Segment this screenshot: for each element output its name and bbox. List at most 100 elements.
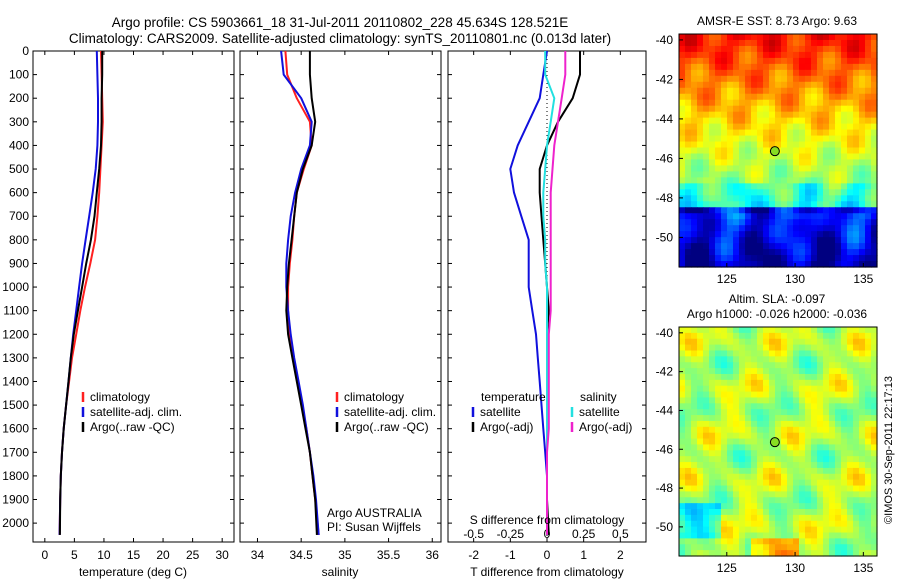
map-cell (709, 385, 716, 393)
map-cell (793, 391, 800, 399)
map-cell (745, 111, 752, 119)
map-cell (829, 503, 836, 510)
map-cell (799, 526, 806, 534)
map-cell (703, 350, 710, 357)
map-cell (775, 550, 782, 557)
map-cell (697, 420, 704, 428)
map-cell (727, 219, 734, 226)
map-cell (841, 432, 848, 440)
map-cell (787, 177, 794, 184)
map-cell (805, 385, 812, 393)
map-cell (721, 135, 728, 143)
map-cell (853, 57, 860, 65)
s-diff-tick-label: -0.5 (463, 527, 484, 541)
map-cell (745, 373, 752, 381)
map-cell (859, 243, 866, 250)
map-cell (691, 520, 698, 528)
map-cell (751, 165, 758, 173)
map-cell (793, 135, 800, 143)
map-cell (679, 473, 686, 481)
map-cell (715, 497, 722, 504)
map-cell (745, 379, 752, 387)
map-cell (691, 219, 698, 226)
legend-entry: Argo(-adj) (480, 420, 533, 434)
map-cell (709, 344, 716, 352)
map-cell (865, 93, 872, 101)
map-cell (757, 171, 764, 178)
map-cell (871, 93, 878, 101)
map-cell (865, 385, 872, 393)
map-cell (709, 362, 716, 369)
map-cell (733, 99, 740, 107)
map-cell (865, 379, 872, 387)
map-cell (679, 485, 686, 493)
map-cell (847, 165, 854, 173)
map-cell (721, 532, 728, 539)
map-cell (745, 438, 752, 446)
map-cell (691, 69, 698, 77)
map-cell (733, 141, 740, 149)
map-cell (733, 39, 740, 47)
map-cell (805, 332, 812, 340)
sla-map-panel: 125 130 135-40-42-44-46-48-50 (656, 326, 878, 575)
map-cell (781, 327, 788, 334)
map-cell (715, 356, 722, 363)
map-cell (679, 456, 686, 463)
map-cell (841, 497, 848, 504)
map-cell (721, 207, 728, 214)
map-cell (685, 432, 692, 440)
map-cell (757, 520, 764, 528)
map-cell (817, 93, 824, 101)
map-cell (829, 520, 836, 528)
map-cell (835, 141, 842, 149)
map-cell (841, 491, 848, 498)
map-cell (859, 123, 866, 131)
map-cell (679, 129, 686, 137)
map-cell (709, 356, 716, 363)
map-cell (799, 497, 806, 504)
map-cell (847, 237, 854, 244)
map-cell (829, 189, 836, 196)
map-cell (685, 473, 692, 481)
map-cell (853, 111, 860, 119)
map-cell (715, 509, 722, 516)
map-cell (703, 237, 710, 244)
map-cell (715, 415, 722, 422)
map-cell (703, 75, 710, 83)
map-cell (745, 201, 752, 208)
map-cell (871, 63, 878, 71)
map-cell (709, 249, 716, 256)
map-cell (793, 45, 800, 53)
map-cell (733, 426, 740, 434)
map-cell (721, 165, 728, 173)
map-cell (829, 165, 836, 173)
map-cell (841, 420, 848, 428)
map-cell (835, 189, 842, 196)
map-cell (835, 385, 842, 393)
map-cell (775, 63, 782, 71)
map-cell (757, 39, 764, 47)
map-cell (835, 231, 842, 238)
map-cell (757, 165, 764, 173)
map-cell (865, 141, 872, 149)
map-cell (685, 444, 692, 451)
map-cell (733, 373, 740, 381)
map-cell (763, 344, 770, 352)
map-cell (781, 81, 788, 89)
map-cell (703, 509, 710, 516)
map-cell (829, 432, 836, 440)
map-cell (721, 385, 728, 393)
map-cell (859, 379, 866, 387)
argo-float-marker (769, 437, 780, 448)
map-cell (775, 391, 782, 399)
map-cell (871, 391, 878, 399)
x-tick-label: -2 (468, 548, 479, 562)
map-cell (715, 34, 722, 41)
map-cell (841, 509, 848, 516)
map-cell (697, 538, 704, 545)
map-cell (817, 332, 824, 340)
map-cell (691, 129, 698, 137)
map-cell (823, 415, 830, 422)
map-cell (829, 491, 836, 498)
map-cell (829, 438, 836, 446)
